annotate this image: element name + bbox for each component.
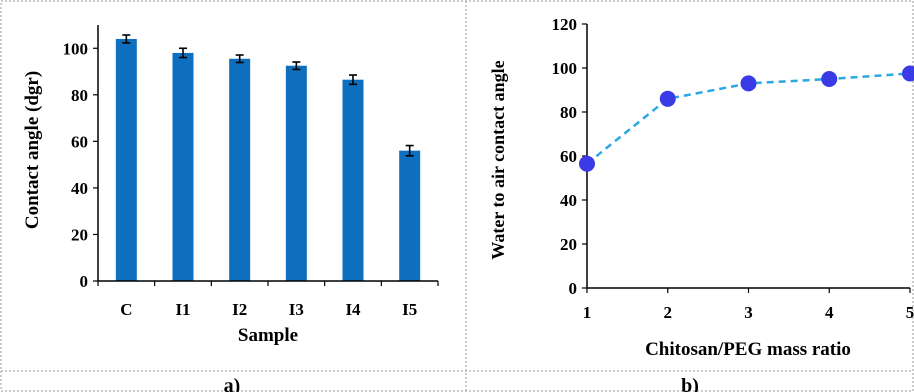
chart-a-x-tick-label: I3 xyxy=(289,300,304,319)
chart-b-point xyxy=(740,75,757,92)
chart-b-x-tick-label: 5 xyxy=(906,303,914,322)
chart-a-bars xyxy=(115,38,421,282)
chart-b-y-ticks: 0 20 40 60 80 100 120 xyxy=(552,15,587,298)
chart-a-y-tick-label: 0 xyxy=(80,272,89,291)
chart-b-y-tick-label: 20 xyxy=(560,235,577,254)
chart-b-x-tick-label: 2 xyxy=(664,303,673,322)
chart-a-bar xyxy=(285,65,307,282)
chart-b-point xyxy=(659,90,676,107)
chart-a-y-tick-label: 40 xyxy=(71,179,88,198)
chart-a-bar xyxy=(172,52,194,281)
chart-a-x-tick-label: I5 xyxy=(402,300,417,319)
chart-b-x-tick-label: 1 xyxy=(583,303,592,322)
chart-a-x-tick-label: I4 xyxy=(345,300,361,319)
chart-b-points xyxy=(579,65,914,172)
caption-b: b) xyxy=(681,375,699,392)
chart-a-y-tick-label: 80 xyxy=(71,86,88,105)
chart-a-bar xyxy=(229,58,251,281)
chart-b-point xyxy=(902,65,914,82)
chart-a-y-tick-label: 20 xyxy=(71,225,88,244)
chart-a-y-ticks: 0 20 40 60 80 100 xyxy=(63,39,98,291)
chart-a-x-tick-label: I1 xyxy=(175,300,190,319)
chart-a-x-ticks: C I1 I2 I3 I4 I5 xyxy=(97,281,439,319)
chart-a-bar xyxy=(115,38,137,281)
caption-a: a) xyxy=(224,375,241,392)
chart-a-y-tick-label: 100 xyxy=(63,39,89,58)
chart-a-bar xyxy=(399,150,421,281)
chart-a-error-bars xyxy=(122,34,414,157)
chart-a-y-tick-label: 60 xyxy=(71,132,88,151)
chart-b-x-tick-label: 3 xyxy=(744,303,753,322)
chart-a: 0 20 40 60 80 100 C I1 I2 I3 I4 I5 Contact angle (… xyxy=(22,25,439,346)
chart-b-y-tick-label: 120 xyxy=(552,15,578,34)
chart-b-xlabel: Chitosan/PEG mass ratio xyxy=(645,339,851,360)
chart-a-x-tick-label: I2 xyxy=(232,300,247,319)
chart-a-ylabel: Contact angle (dgr) xyxy=(22,71,43,229)
chart-b-y-tick-label: 80 xyxy=(560,103,577,122)
chart-b-point xyxy=(821,71,838,87)
chart-b-x-ticks: 1 2 3 4 5 xyxy=(583,288,914,322)
chart-a-x-tick-label: C xyxy=(120,300,132,319)
chart-b-point xyxy=(579,155,595,172)
chart-b-y-tick-label: 100 xyxy=(552,59,578,78)
chart-b: 0 20 40 60 80 100 120 1 2 3 4 5 Water to air conta… xyxy=(488,15,914,360)
chart-b-y-tick-label: 40 xyxy=(560,191,577,210)
chart-a-xlabel: Sample xyxy=(238,325,298,346)
chart-b-x-tick-label: 4 xyxy=(825,303,834,322)
chart-b-y-tick-label: 0 xyxy=(569,279,578,298)
chart-a-bar xyxy=(342,79,364,281)
chart-b-ylabel: Water to air contact angle xyxy=(488,60,508,259)
chart-b-y-tick-label: 60 xyxy=(560,147,577,166)
